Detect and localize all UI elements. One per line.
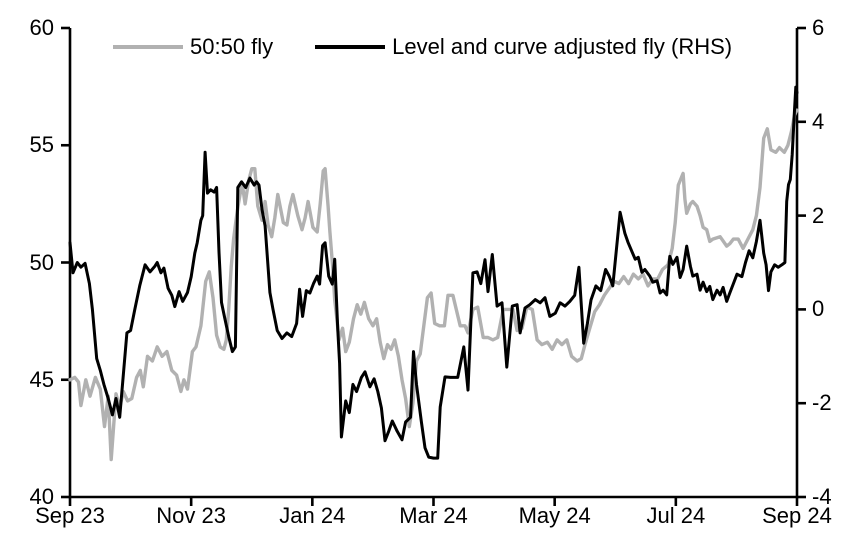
y-right-tick-label: 2 [812, 202, 825, 228]
x-tick-label: Nov 23 [156, 503, 227, 528]
x-tick-label: May 24 [518, 503, 591, 528]
y-left-tick-label: 50 [29, 249, 54, 275]
x-tick-label: Sep 23 [35, 503, 105, 528]
series-line-level-curve-fly [68, 85, 799, 460]
legend-line-5050-fly-icon [113, 45, 183, 49]
y-left-tick-label: 40 [29, 484, 54, 509]
y-left-tick-label: 55 [29, 132, 54, 158]
y-right-tick-label: -4 [812, 484, 832, 509]
legend-item-5050-fly: 50:50 fly [113, 34, 273, 60]
y-left-tick-label: 45 [29, 366, 54, 392]
series-line-5050-fly [68, 108, 799, 462]
x-tick-label: Sep 24 [762, 503, 832, 528]
legend-line-level-curve-fly-icon [315, 45, 386, 49]
axis-frame [68, 28, 799, 499]
legend-item-level-curve-fly: Level and curve adjusted fly (RHS) [315, 34, 732, 60]
y-right-tick-label: 6 [812, 15, 825, 40]
x-tick-label: Jul 24 [646, 503, 706, 528]
x-tick-label: Jan 24 [279, 503, 346, 528]
legend-label-5050-fly: 50:50 fly [190, 34, 274, 59]
y-right-tick-label: -2 [812, 390, 832, 416]
y-right-tick-label: 4 [812, 108, 825, 134]
x-tick-label: Mar 24 [399, 503, 468, 528]
legend: 50:50 fly Level and curve adjusted fly (… [113, 34, 732, 60]
y-right-tick-label: 0 [812, 296, 825, 322]
y-left-tick-label: 60 [29, 15, 54, 40]
legend-label-level-curve-fly: Level and curve adjusted fly (RHS) [392, 34, 733, 59]
